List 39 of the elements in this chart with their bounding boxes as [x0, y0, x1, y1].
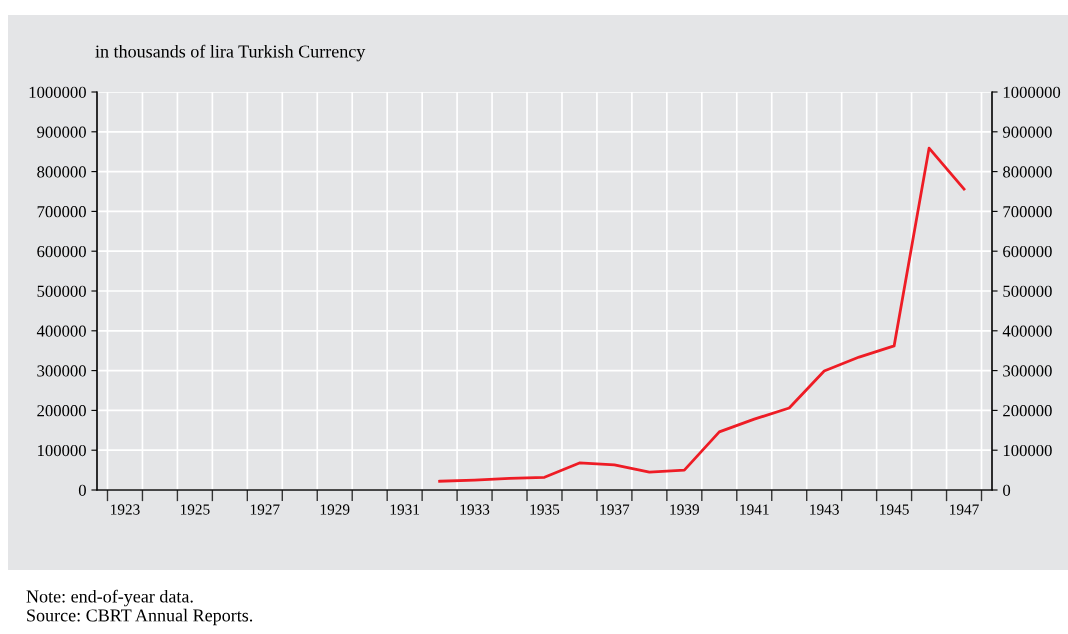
x-tick-label: 1941	[740, 504, 769, 515]
x-tick-label: 1931	[390, 504, 420, 515]
x-tick-label: 1945	[880, 504, 909, 515]
x-tick-label: 1925	[180, 504, 210, 515]
x-tick-label: 1929	[320, 504, 350, 515]
y-tick-label: 500000	[37, 285, 86, 297]
y-tick-label: 900000	[37, 126, 86, 138]
y2-tick-label: 0	[1003, 484, 1011, 496]
x-tick-label: 1947	[950, 504, 979, 515]
y2-tick-label: 400000	[1002, 325, 1052, 337]
y-tick-label: 0	[78, 484, 86, 496]
x-tick-label: 1937	[600, 504, 630, 515]
y2-tick-label: 300000	[1003, 365, 1052, 377]
y2-tick-label: 100000	[1003, 444, 1052, 457]
y2-tick-label: 600000	[1003, 245, 1052, 258]
x-tick-label: 1943	[810, 504, 839, 515]
source-note: Source: CBRT Annual Reports.	[27, 608, 253, 626]
x-tick-label: 1923	[111, 504, 140, 515]
text: Note: end-of-year data.	[26, 589, 193, 607]
y2-tick-label: 800000	[1003, 166, 1052, 178]
x-tick-label: 1939	[670, 504, 699, 515]
y-tick-label: 200000	[37, 405, 86, 417]
y-axis-title: in thousands of lira Turkish Currency	[95, 44, 366, 62]
x-tick-label: 1933	[460, 504, 490, 515]
y-tick-label: 300000	[37, 365, 86, 377]
y-tick-label: 700000	[37, 206, 86, 218]
y-tick-label: 1000000	[29, 86, 86, 98]
y2-tick-label: 200000	[1003, 405, 1052, 417]
y-tick-label: 400000	[36, 325, 86, 337]
y2-tick-label: 1000000	[1003, 86, 1061, 98]
y-tick-label: 800000	[37, 166, 86, 178]
y2-tick-label: 900000	[1002, 126, 1052, 138]
y-tick-label: 600000	[37, 245, 86, 258]
line-series	[438, 146, 966, 483]
y-tick-label: 100000	[38, 444, 86, 457]
y2-tick-label: 700000	[1003, 206, 1052, 218]
x-tick-label: 1935	[530, 504, 560, 515]
y2-tick-label: 500000	[1003, 285, 1052, 297]
x-tick-label: 1927	[250, 504, 280, 515]
